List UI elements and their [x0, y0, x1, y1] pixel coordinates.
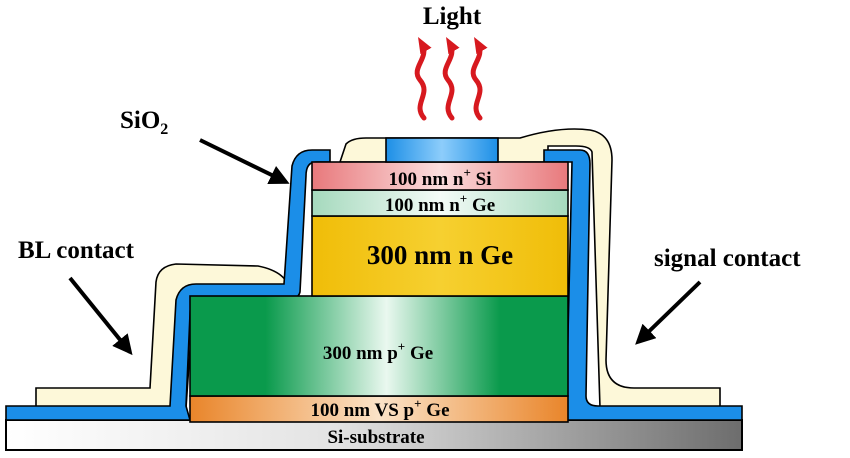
- layer-n-ge-label: 300 nm n Ge: [367, 240, 513, 270]
- layer-p-ge: [189, 295, 569, 397]
- sio2-label-main: SiO: [120, 107, 160, 134]
- light-arrow-3: [470, 37, 488, 121]
- sio2-label-subscript: 2: [160, 121, 168, 138]
- sio2-label: SiO2: [120, 107, 168, 138]
- layer-n-ge-thin-label: 100 nm n+ Ge: [385, 191, 495, 216]
- si-substrate-layer: [5, 419, 743, 451]
- light-label: Light: [423, 3, 482, 30]
- right-sio2-passivation: [543, 149, 743, 421]
- signal-contact-pointer-arrow: [635, 280, 702, 345]
- sio2-pointer-arrow: [199, 138, 290, 184]
- bl-contact-label: BL contact: [18, 237, 135, 264]
- signal-contact-metal: [338, 128, 721, 409]
- top-emission-window: [385, 137, 499, 163]
- layer-n-si-label: 100 nm n+ Si: [389, 165, 492, 190]
- layer-p-ge-label: 300 nm p+ Ge: [323, 339, 433, 364]
- layer-n-ge-thin: [311, 189, 569, 217]
- bl-contact-pointer-arrow: [68, 276, 133, 356]
- substrate-label: Si-substrate: [327, 427, 424, 448]
- layer-n-ge: [311, 215, 569, 297]
- signal-contact-label: signal contact: [654, 245, 801, 272]
- layer-vs-p-ge-label: 100 nm VS p+ Ge: [310, 396, 449, 421]
- light-emission-arrows: [414, 37, 488, 121]
- layer-n-si: [311, 161, 569, 191]
- light-arrow-2: [442, 37, 460, 121]
- light-arrow-1: [414, 37, 432, 121]
